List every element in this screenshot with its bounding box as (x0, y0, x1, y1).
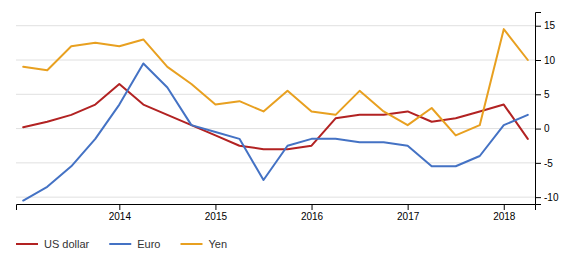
grid-line (16, 94, 535, 95)
grid-line (16, 197, 535, 198)
y-axis: -10 -5 0 5 10 15 (535, 13, 559, 205)
y-tick-label: -5 (544, 158, 553, 169)
grid-line (16, 60, 535, 61)
y-tick: 5 (535, 89, 550, 100)
series-line (23, 84, 528, 149)
x-tick-label: 2018 (493, 211, 516, 222)
legend-item: Yen (181, 238, 228, 250)
x-tick-label: 2017 (397, 211, 420, 222)
y-tick-mark (535, 26, 541, 27)
x-tick-label: 2015 (205, 211, 228, 222)
x-tick-label: 2016 (301, 211, 324, 222)
y-tick-label: 15 (544, 20, 556, 31)
y-tick: 0 (535, 123, 550, 134)
y-tick-mark (535, 60, 541, 61)
legend-item: Euro (109, 238, 160, 250)
y-tick-label: 10 (544, 55, 556, 66)
legend-swatch (181, 243, 203, 245)
x-tick: 2016 (301, 204, 324, 222)
x-tick: 2017 (397, 204, 420, 222)
legend: US dollar Euro Yen (16, 238, 227, 250)
y-tick-mark (535, 163, 541, 164)
chart: 2014 2015 2016 2017 2018 -10 -5 0 5 10 15 US dollar… (0, 0, 575, 258)
series-line (23, 29, 528, 135)
x-tick-mark (119, 204, 120, 210)
x-tick-mark (215, 204, 216, 210)
x-tick-mark (504, 204, 505, 210)
y-tick-mark (535, 129, 541, 130)
grid-line (16, 25, 535, 26)
x-tick-mark (312, 204, 313, 210)
legend-item: US dollar (16, 238, 90, 250)
y-tick-label: 5 (544, 89, 550, 100)
y-axis-line (536, 13, 542, 205)
legend-label: Yen (209, 238, 228, 250)
legend-swatch (109, 243, 131, 245)
plot: 2014 2015 2016 2017 2018 -10 -5 0 5 10 15 (16, 13, 559, 223)
lines (23, 29, 528, 200)
x-axis: 2014 2015 2016 2017 2018 (17, 204, 536, 222)
legend-label: US dollar (44, 238, 90, 250)
x-tick-label: 2014 (109, 211, 132, 222)
y-tick-label: -10 (544, 192, 559, 203)
y-tick-mark (535, 94, 541, 95)
x-tick: 2014 (109, 204, 132, 222)
x-tick: 2015 (205, 204, 228, 222)
x-tick: 2018 (493, 204, 516, 222)
y-tick: -5 (535, 158, 553, 169)
grid (16, 26, 535, 197)
legend-label: Euro (137, 238, 160, 250)
y-tick-label: 0 (544, 123, 550, 134)
x-axis-line (17, 205, 536, 211)
y-tick: -10 (535, 192, 559, 203)
y-tick: 15 (535, 20, 556, 31)
legend-swatch (16, 243, 38, 245)
y-tick: 10 (535, 55, 556, 66)
grid-line (16, 128, 535, 129)
x-tick-mark (408, 204, 409, 210)
y-tick-mark (535, 197, 541, 198)
